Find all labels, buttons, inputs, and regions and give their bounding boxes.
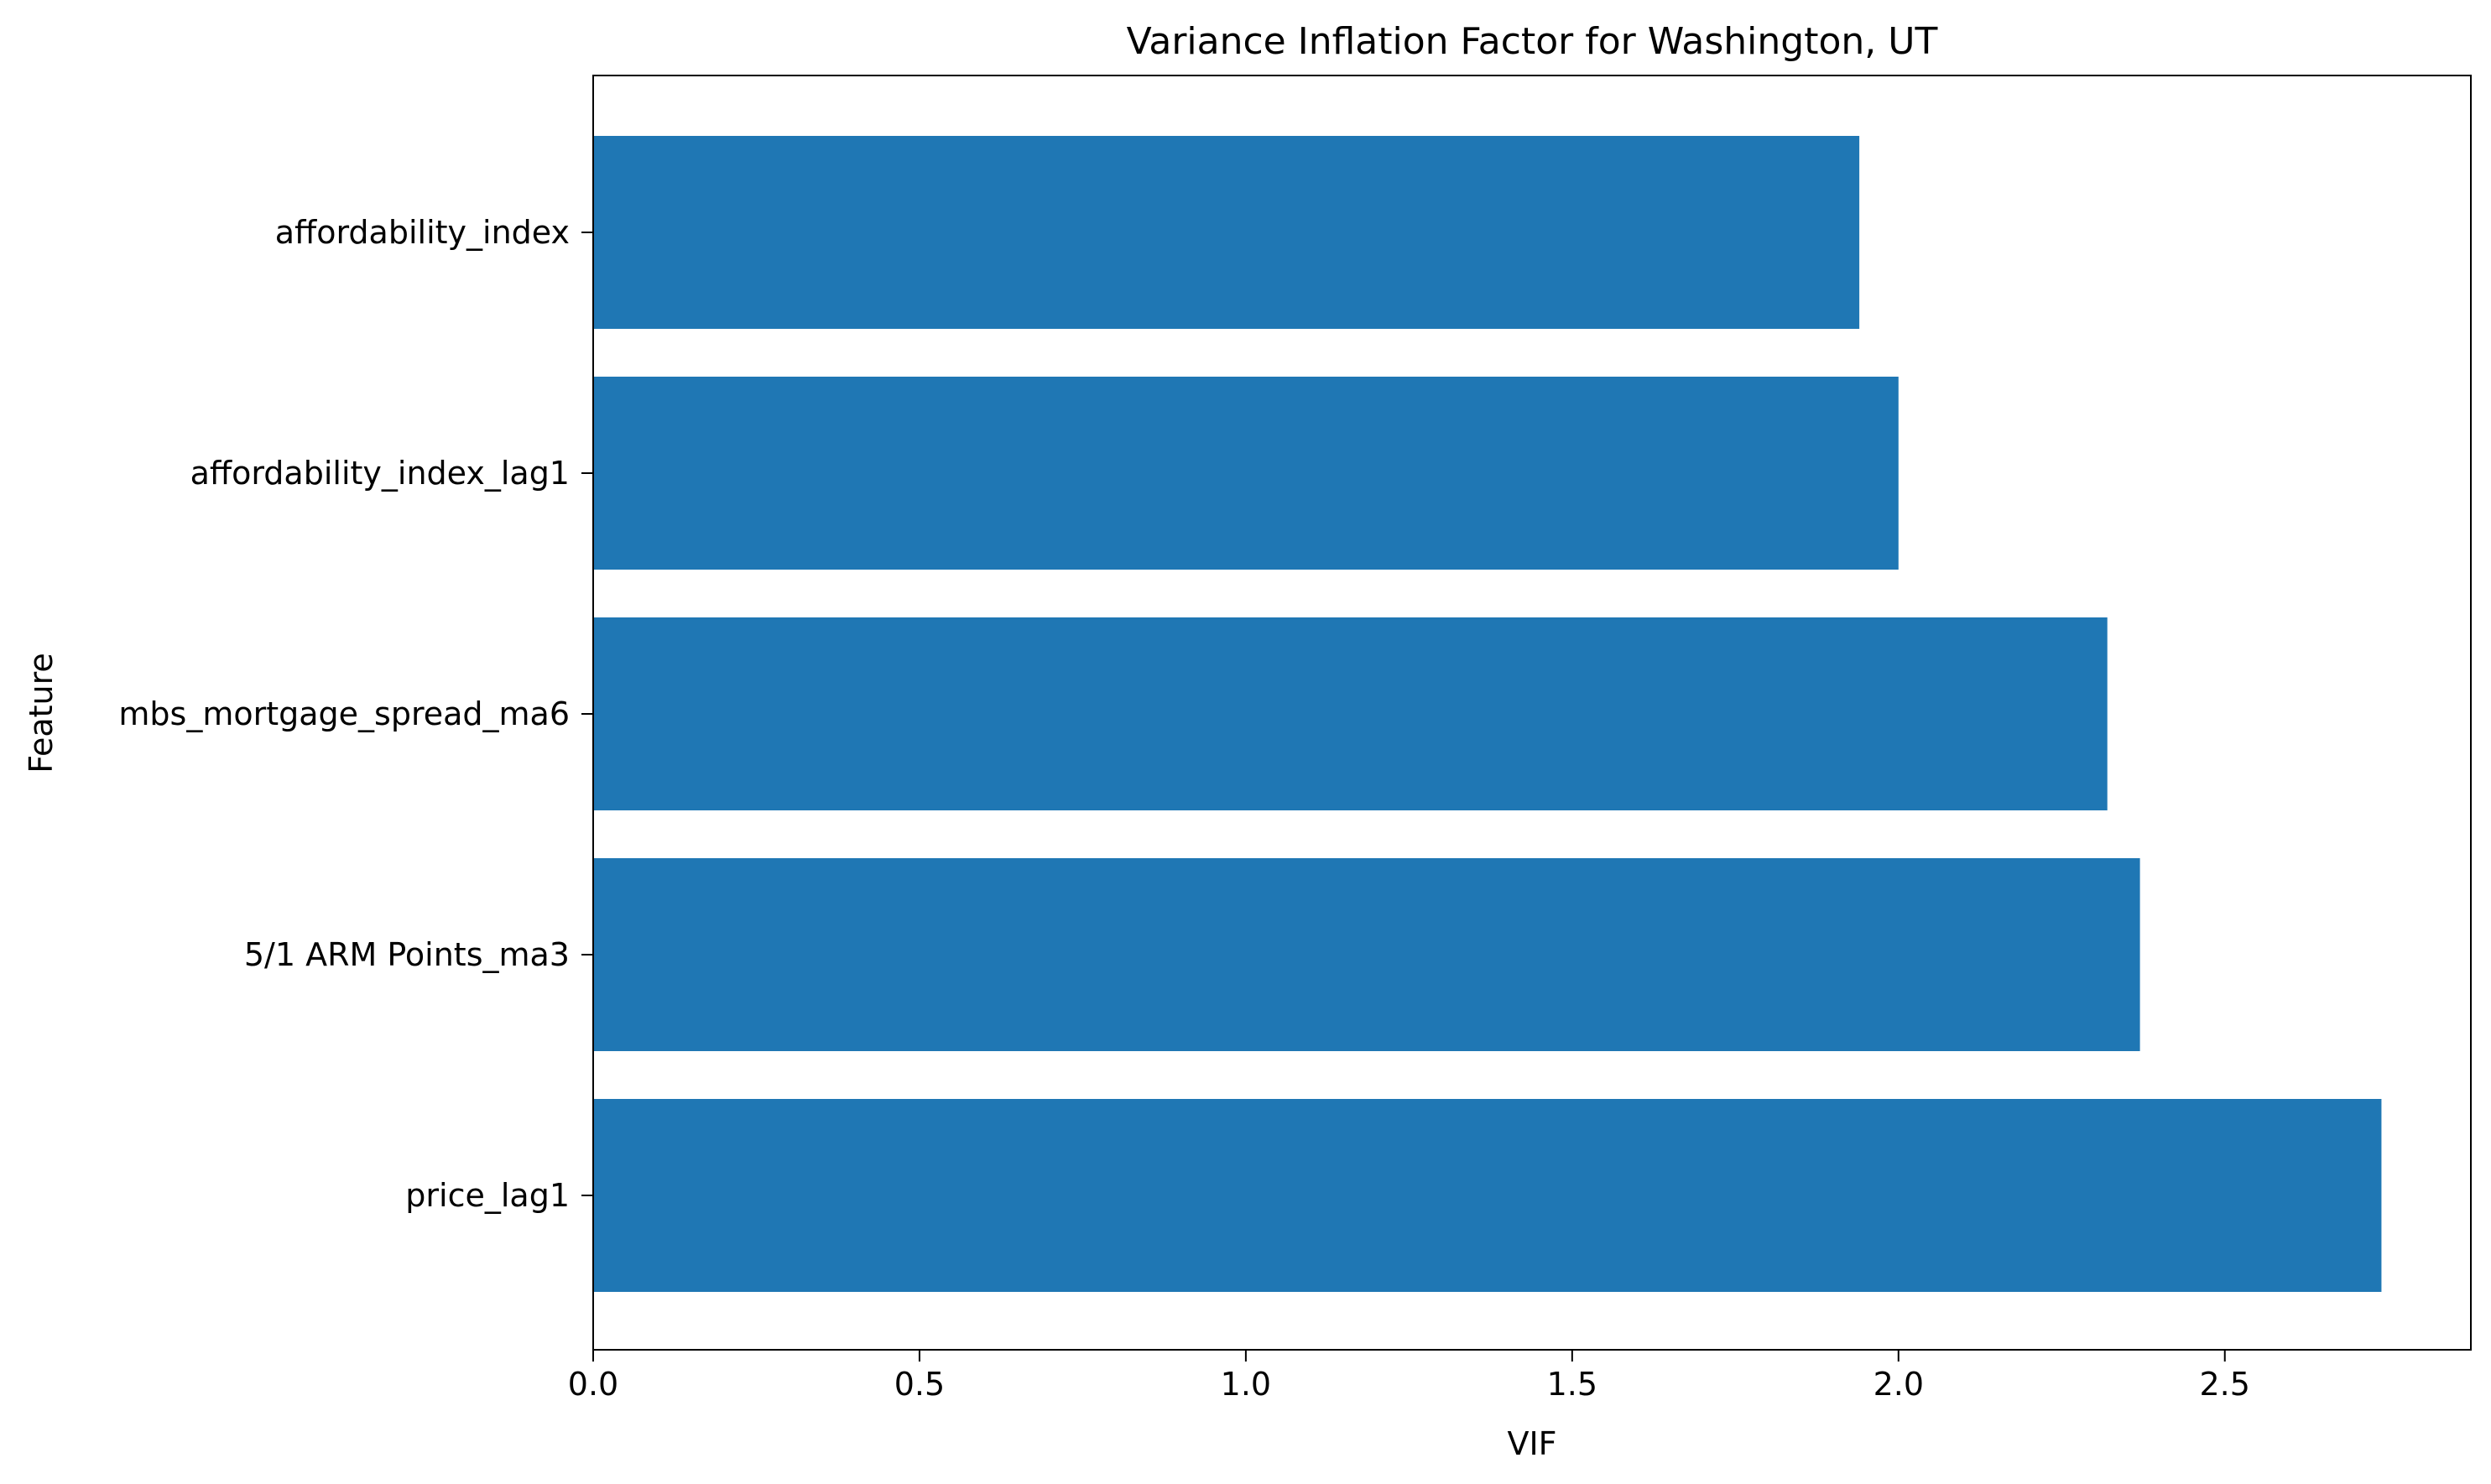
y-tick-label: affordability_index bbox=[275, 214, 570, 251]
bars-group bbox=[593, 136, 2382, 1292]
y-tick-label: price_lag1 bbox=[405, 1177, 570, 1214]
y-tick-label: mbs_mortgage_spread_ma6 bbox=[118, 695, 570, 732]
y-tick-label: affordability_index_lag1 bbox=[190, 455, 570, 492]
x-axis-label: VIF bbox=[1507, 1425, 1556, 1462]
x-tick-label: 2.5 bbox=[2200, 1366, 2250, 1403]
x-tick-label: 1.5 bbox=[1547, 1366, 1597, 1403]
x-tick-label: 0.0 bbox=[568, 1366, 618, 1403]
bar bbox=[593, 1099, 2382, 1292]
chart-title: Variance Inflation Factor for Washington… bbox=[1127, 20, 1938, 63]
y-tick-label: 5/1 ARM Points_ma3 bbox=[244, 936, 570, 973]
y-axis-label: Feature bbox=[23, 653, 60, 773]
bar bbox=[593, 617, 2108, 810]
bar bbox=[593, 858, 2140, 1051]
x-tick-label: 1.0 bbox=[1221, 1366, 1271, 1403]
plot-frame bbox=[592, 75, 2472, 1351]
x-ticks-group: 0.0 0.5 1.0 1.5 2.0 2.5 bbox=[568, 1350, 2250, 1403]
y-ticks-group: affordability_index affordability_index_l… bbox=[118, 214, 593, 1214]
x-tick-label: 0.5 bbox=[894, 1366, 945, 1403]
bar bbox=[593, 377, 1899, 570]
x-tick-label: 2.0 bbox=[1873, 1366, 1924, 1403]
bar bbox=[593, 136, 1860, 329]
